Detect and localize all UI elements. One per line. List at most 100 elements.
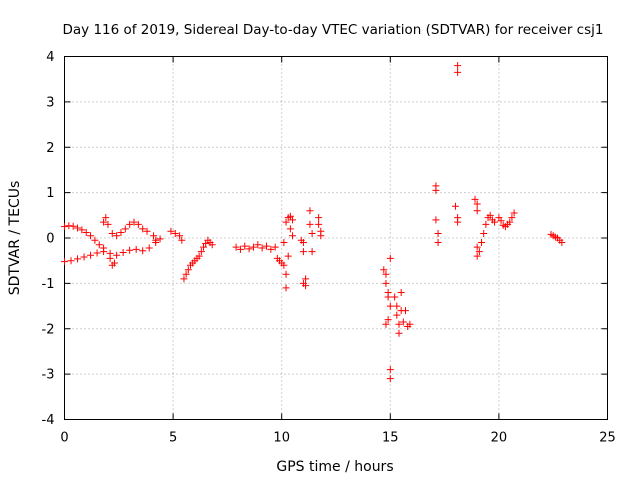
data-point <box>382 270 390 278</box>
data-point <box>74 255 82 263</box>
data-point <box>451 202 459 210</box>
data-point <box>289 232 297 240</box>
data-point <box>497 217 505 225</box>
data-point <box>380 266 388 274</box>
data-point <box>399 318 407 326</box>
data-point <box>91 236 99 244</box>
data-point <box>386 254 394 262</box>
data-point <box>262 242 270 250</box>
data-point <box>482 220 490 228</box>
data-point <box>391 293 399 301</box>
data-point <box>308 229 316 237</box>
data-point <box>195 252 203 260</box>
data-point <box>78 226 86 234</box>
data-point <box>87 251 95 259</box>
data-point <box>197 248 205 256</box>
x-tick-label: 10 <box>273 431 290 446</box>
data-point <box>106 254 114 262</box>
data-point <box>393 302 401 310</box>
data-point <box>67 257 75 265</box>
data-point <box>473 200 481 208</box>
data-point <box>152 236 160 244</box>
data-point <box>104 220 112 228</box>
grid-layer <box>64 56 608 420</box>
data-point <box>384 316 392 324</box>
y-axis-label: SDTVAR / TECUs <box>7 181 23 296</box>
data-point <box>382 320 390 328</box>
data-point <box>200 243 208 251</box>
data-point <box>95 241 103 249</box>
data-point <box>134 220 142 228</box>
data-point <box>302 282 310 290</box>
data-point <box>171 229 179 237</box>
data-points <box>61 62 566 383</box>
data-point <box>478 239 486 247</box>
data-point <box>271 243 279 251</box>
data-point <box>282 284 290 292</box>
data-point <box>299 248 307 256</box>
data-point <box>454 68 462 76</box>
y-tick-label: 0 <box>46 232 54 247</box>
data-point <box>308 248 316 256</box>
data-point <box>180 275 188 283</box>
data-point <box>317 232 325 240</box>
data-point <box>80 253 88 261</box>
data-point <box>113 232 121 240</box>
data-point <box>143 227 151 235</box>
data-point <box>178 236 186 244</box>
y-tick-label: 1 <box>46 186 54 201</box>
data-point <box>236 245 244 253</box>
data-point <box>454 62 462 70</box>
data-point <box>284 252 292 260</box>
x-axis-label: GPS time / hours <box>276 459 393 475</box>
data-point <box>113 251 121 259</box>
x-tick-label: 0 <box>60 431 68 446</box>
x-tick-label: 15 <box>382 431 399 446</box>
data-point <box>286 225 294 233</box>
data-point <box>395 329 403 337</box>
data-point <box>395 320 403 328</box>
data-point <box>93 249 101 257</box>
data-point <box>432 186 440 194</box>
data-point <box>61 223 68 231</box>
data-point <box>282 270 290 278</box>
data-point <box>117 229 125 237</box>
data-point <box>150 232 158 240</box>
data-point <box>69 222 77 230</box>
data-point <box>110 259 118 267</box>
data-point <box>182 270 190 278</box>
data-point <box>434 229 442 237</box>
data-point <box>121 225 129 233</box>
data-point <box>139 247 147 255</box>
data-point <box>299 239 307 247</box>
data-point <box>280 239 288 247</box>
data-point <box>306 220 314 228</box>
data-point <box>315 214 323 222</box>
data-point <box>382 279 390 287</box>
y-tick-label: 4 <box>46 50 54 65</box>
data-point <box>167 227 175 235</box>
y-tick-label: -3 <box>42 368 55 383</box>
data-point <box>102 214 110 222</box>
tick-layer: 0 5 10 15 20 25 -4 -3 -2 -1 0 1 2 3 4 <box>42 50 616 446</box>
data-point <box>306 207 314 215</box>
data-point <box>471 195 479 203</box>
data-point <box>473 243 481 251</box>
data-point <box>132 245 140 253</box>
x-tick-label: 25 <box>599 431 616 446</box>
data-point <box>402 307 410 315</box>
data-point <box>473 207 481 215</box>
data-point <box>208 241 216 249</box>
data-point <box>74 224 82 232</box>
data-point <box>558 239 566 247</box>
data-point <box>176 232 184 240</box>
data-point <box>61 258 68 266</box>
data-point <box>249 243 257 251</box>
data-point <box>145 244 153 252</box>
data-point <box>232 243 240 251</box>
data-point <box>315 220 323 228</box>
data-point <box>286 212 294 220</box>
data-point <box>393 311 401 319</box>
x-tick-label: 5 <box>169 431 177 446</box>
